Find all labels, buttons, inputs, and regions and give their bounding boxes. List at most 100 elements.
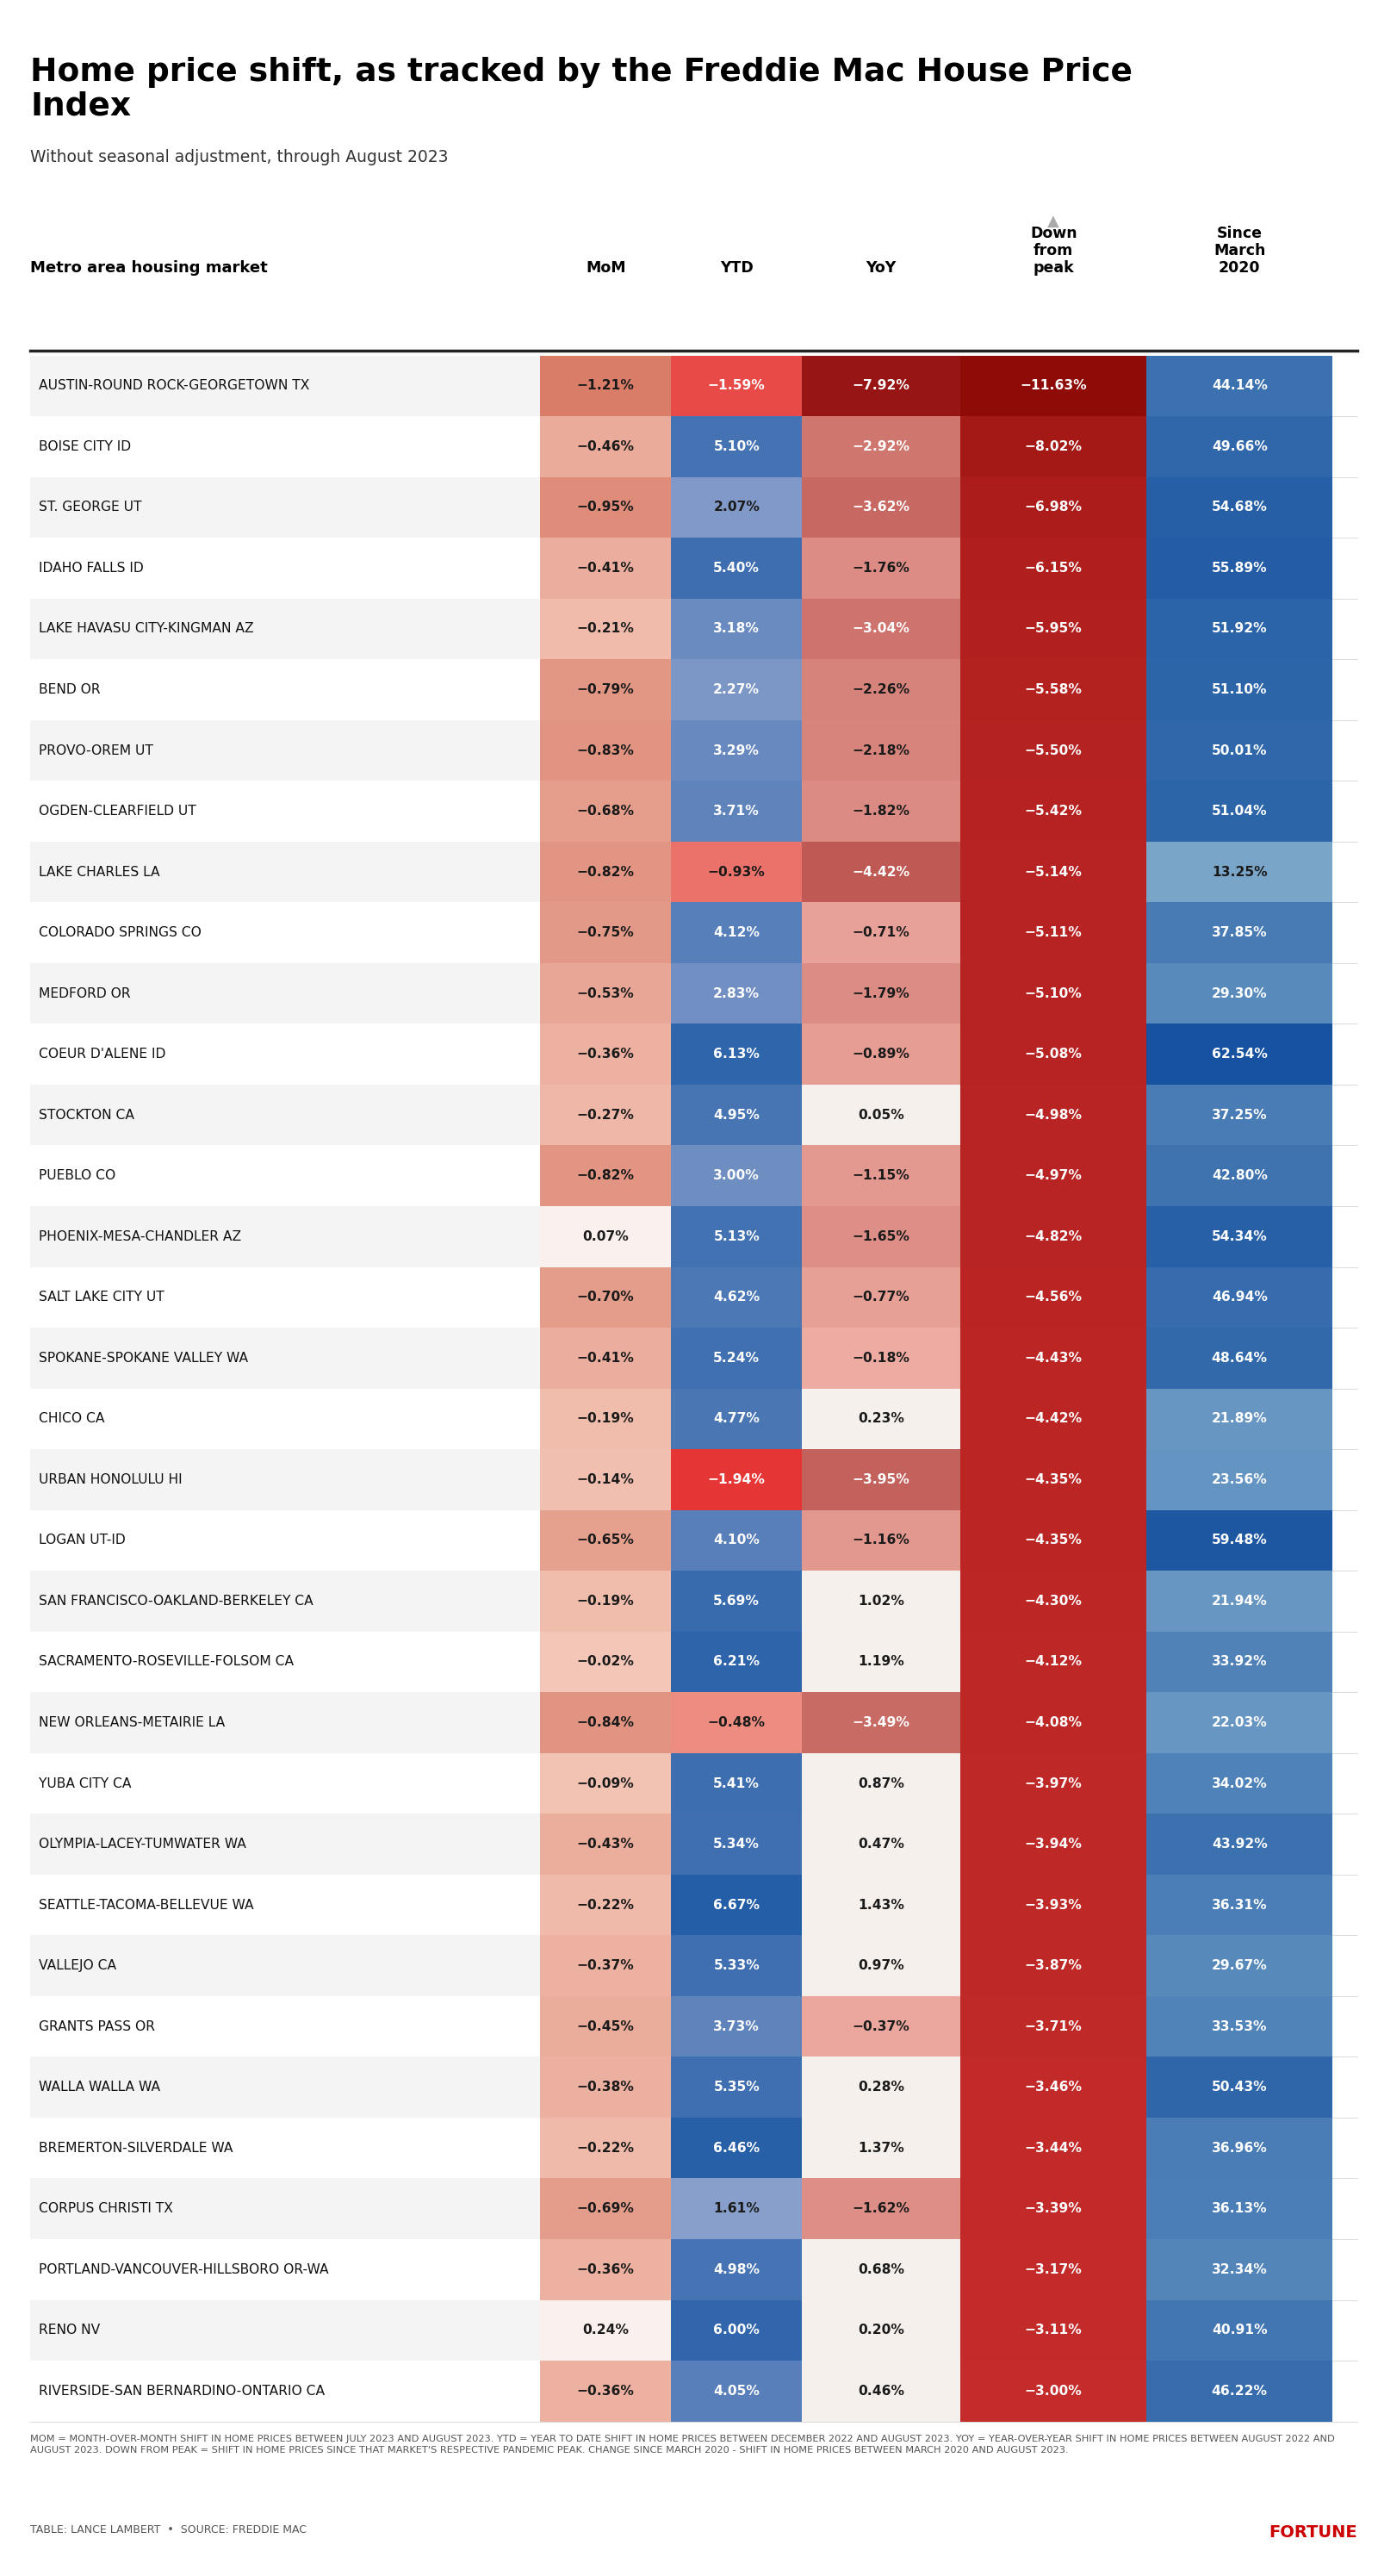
Text: 5.41%: 5.41% [714,1777,759,1790]
Bar [30,538,540,598]
Bar [1146,1571,1333,1631]
Text: −3.17%: −3.17% [1025,2264,1082,2277]
Text: 3.29%: 3.29% [714,744,759,757]
Text: 4.10%: 4.10% [714,1533,759,1546]
Text: 51.04%: 51.04% [1211,804,1268,817]
Text: 51.92%: 51.92% [1211,623,1268,636]
Bar [960,1571,1146,1631]
Text: Home price shift, as tracked by the Freddie Mac House Price
Index: Home price shift, as tracked by the Fred… [30,57,1133,121]
Bar [960,1631,1146,1692]
Bar [802,1814,960,1875]
Text: −0.22%: −0.22% [577,1899,634,1911]
Text: 0.46%: 0.46% [858,2385,904,2398]
Bar [960,2300,1146,2360]
Bar [802,355,960,417]
Text: 54.34%: 54.34% [1211,1231,1268,1244]
Bar [802,1084,960,1146]
Bar [30,1814,540,1875]
Text: −1.94%: −1.94% [708,1473,765,1486]
Text: PUEBLO CO: PUEBLO CO [39,1170,116,1182]
Text: −4.08%: −4.08% [1025,1716,1082,1728]
Bar [30,1206,540,1267]
Bar [540,538,671,598]
Bar [802,1571,960,1631]
Text: 6.00%: 6.00% [714,2324,759,2336]
Text: MEDFORD OR: MEDFORD OR [39,987,131,999]
Bar [802,1510,960,1571]
Text: 49.66%: 49.66% [1211,440,1268,453]
Text: 6.13%: 6.13% [714,1048,759,1061]
Bar [802,781,960,842]
Bar [1146,963,1333,1023]
Text: 29.67%: 29.67% [1211,1960,1268,1973]
Text: 32.34%: 32.34% [1211,2264,1268,2277]
Bar [540,963,671,1023]
Bar [1146,1146,1333,1206]
Text: −0.36%: −0.36% [577,1048,634,1061]
Text: −0.41%: −0.41% [577,1352,634,1365]
Text: −4.12%: −4.12% [1025,1656,1082,1669]
Bar [540,1450,671,1510]
Bar [1146,2300,1333,2360]
Bar [960,2179,1146,2239]
Bar [802,1631,960,1692]
Bar [1146,1267,1333,1327]
Text: SEATTLE-TACOMA-BELLEVUE WA: SEATTLE-TACOMA-BELLEVUE WA [39,1899,254,1911]
Bar [540,721,671,781]
Bar [802,1327,960,1388]
Bar [540,1084,671,1146]
Text: 3.71%: 3.71% [714,804,759,817]
Bar [30,2360,540,2421]
Text: YUBA CITY CA: YUBA CITY CA [39,1777,131,1790]
Text: 0.24%: 0.24% [583,2324,628,2336]
Text: −6.98%: −6.98% [1025,500,1082,513]
Text: −0.43%: −0.43% [577,1837,634,1850]
Bar [1146,538,1333,598]
Bar [1146,1327,1333,1388]
Text: −11.63%: −11.63% [1020,379,1087,392]
Bar [30,1631,540,1692]
Text: −5.10%: −5.10% [1025,987,1082,999]
Text: PROVO-OREM UT: PROVO-OREM UT [39,744,153,757]
Text: −3.97%: −3.97% [1025,1777,1082,1790]
Bar [540,659,671,721]
Bar [1146,1388,1333,1450]
Text: 2.83%: 2.83% [714,987,759,999]
Text: ST. GEORGE UT: ST. GEORGE UT [39,500,142,513]
Bar [802,2300,960,2360]
Bar [960,2239,1146,2300]
Text: −0.84%: −0.84% [577,1716,634,1728]
Text: −5.58%: −5.58% [1025,683,1082,696]
Bar [1146,659,1333,721]
Text: −7.92%: −7.92% [853,379,909,392]
Bar [960,842,1146,902]
Text: 6.21%: 6.21% [714,1656,759,1669]
Text: 3.73%: 3.73% [714,2020,759,2032]
Text: −4.42%: −4.42% [853,866,909,878]
Bar [802,1996,960,2056]
Text: 55.89%: 55.89% [1211,562,1268,574]
Text: −0.95%: −0.95% [577,500,634,513]
Text: 54.68%: 54.68% [1211,500,1268,513]
Text: YoY: YoY [865,260,897,276]
Bar [30,2056,540,2117]
Text: CHICO CA: CHICO CA [39,1412,105,1425]
Bar [1146,1996,1333,2056]
Bar [1146,1631,1333,1692]
Bar [960,538,1146,598]
Text: CORPUS CHRISTI TX: CORPUS CHRISTI TX [39,2202,172,2215]
Text: GRANTS PASS OR: GRANTS PASS OR [39,2020,154,2032]
Bar [540,1754,671,1814]
Bar [30,781,540,842]
Bar [1146,1814,1333,1875]
Bar [30,1450,540,1510]
Bar [540,1146,671,1206]
Bar [960,1450,1146,1510]
Text: −3.44%: −3.44% [1025,2141,1082,2154]
Bar [1146,1754,1333,1814]
Bar [1146,2179,1333,2239]
Bar [671,2056,802,2117]
Bar [802,659,960,721]
Bar [802,1875,960,1935]
Bar [802,477,960,538]
